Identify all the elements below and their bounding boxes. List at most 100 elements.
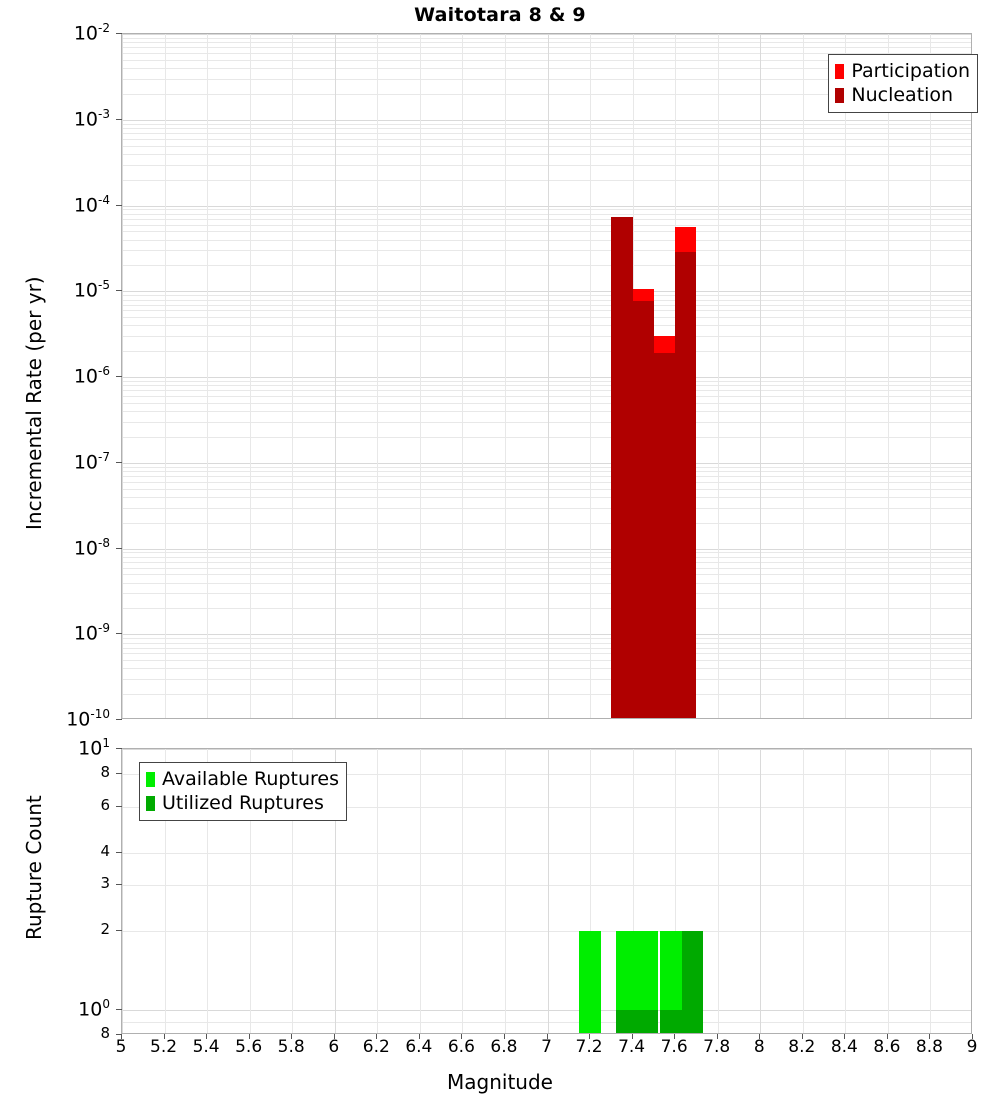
y-tick-label: 10-5 [0,279,110,300]
x-tick-mark [461,1034,462,1039]
gridline-v [462,749,463,1033]
legend-label-available-ruptures: Available Ruptures [162,770,339,789]
incremental-rate-plot-area [121,33,972,719]
gridline-v [377,34,378,718]
bar-available-ruptures [579,931,600,1034]
y-tick-mark [116,1009,122,1010]
bar-utilized-ruptures [682,931,703,1034]
gridline-v [930,34,931,718]
x-tick-mark [504,1034,505,1039]
gridline-v [335,34,336,718]
gridline-v [122,34,123,718]
y-tick-mark [116,748,122,749]
gridline-v [207,34,208,718]
x-tick-mark [121,1034,122,1039]
nucleation-color-swatch [835,88,844,103]
gridline-v [760,34,761,718]
y-tick-mark [116,852,122,853]
x-tick-label: 9 [942,1039,1000,1056]
y-axis-label-rate: Incremental Rate (per yr) [22,276,46,530]
y-tick-label: 10-3 [0,108,110,129]
gridline-v [718,749,719,1033]
legend-rate: Participation Nucleation [828,54,978,113]
legend-item-nucleation[interactable]: Nucleation [835,83,970,107]
figure-canvas: Waitotara 8 & 9 10-2 10-3 10-4 10-5 10-6 10-7… [0,0,1000,1100]
x-tick-mark [632,1034,633,1039]
y-tick-label: 10-10 [0,708,110,729]
x-tick-mark [376,1034,377,1039]
x-tick-mark [334,1034,335,1039]
x-tick-mark [844,1034,845,1039]
x-tick-mark [887,1034,888,1039]
y-axis-label-count: Rupture Count [22,795,46,940]
legend-count: Available Ruptures Utilized Ruptures [139,762,347,821]
gridline-v [377,749,378,1033]
y-tick-mark [116,884,122,885]
bar-nucleation [633,301,654,719]
y-tick-label: 10-4 [0,194,110,215]
x-tick-mark [249,1034,250,1039]
gridline-v [420,749,421,1033]
gridline-v [590,34,591,718]
gridline-v [548,34,549,718]
y-tick-label: 4 [0,844,110,859]
gridline-v [505,749,506,1033]
x-axis-label: Magnitude [0,1070,1000,1094]
y-tick-mark [116,773,122,774]
y-tick-label: 10-8 [0,537,110,558]
utilized-color-swatch [146,796,155,811]
participation-color-swatch [835,64,844,79]
legend-label-participation: Participation [851,62,970,81]
y-tick-label: 10-9 [0,622,110,643]
bar-utilized-ruptures [616,1010,637,1034]
x-tick-mark [674,1034,675,1039]
gridline-v [250,34,251,718]
x-tick-mark [759,1034,760,1039]
gridline-v [292,34,293,718]
x-tick-mark [589,1034,590,1039]
page-title: Waitotara 8 & 9 [0,4,1000,26]
available-color-swatch [146,772,155,787]
y-tick-mark [116,633,122,634]
legend-item-participation[interactable]: Participation [835,59,970,83]
legend-label-nucleation: Nucleation [851,86,953,105]
gridline-v [888,749,889,1033]
x-tick-mark [972,1034,973,1039]
y-tick-mark [116,290,122,291]
y-tick-label: 10-6 [0,365,110,386]
y-tick-mark [116,205,122,206]
y-tick-mark [116,930,122,931]
x-tick-mark [717,1034,718,1039]
y-tick-label: 3 [0,876,110,891]
gridline-v [845,749,846,1033]
legend-item-utilized-ruptures[interactable]: Utilized Ruptures [146,791,339,815]
x-tick-mark [291,1034,292,1039]
gridline-v [930,749,931,1033]
legend-label-utilized-ruptures: Utilized Ruptures [162,794,324,813]
y-tick-label: 8 [0,765,110,780]
gridline-v [165,34,166,718]
y-tick-mark [116,33,122,34]
gridline-v [462,34,463,718]
y-tick-label: 10-2 [0,22,110,43]
y-tick-label: 100 [0,998,110,1019]
gridline-v [888,34,889,718]
x-tick-mark [929,1034,930,1039]
y-tick-mark [116,462,122,463]
legend-item-available-ruptures[interactable]: Available Ruptures [146,767,339,791]
gridline-v [845,34,846,718]
x-tick-mark [206,1034,207,1039]
gridline-v [803,749,804,1033]
x-tick-mark [419,1034,420,1039]
bar-utilized-ruptures [660,1010,681,1034]
bar-nucleation [675,252,696,719]
bar-utilized-ruptures [637,1010,658,1034]
y-tick-mark [116,806,122,807]
gridline-v [505,34,506,718]
y-tick-label: 10-7 [0,451,110,472]
y-tick-mark [116,119,122,120]
bar-nucleation [654,353,675,719]
gridline-v [718,34,719,718]
x-tick-mark [802,1034,803,1039]
y-tick-mark [116,719,122,720]
